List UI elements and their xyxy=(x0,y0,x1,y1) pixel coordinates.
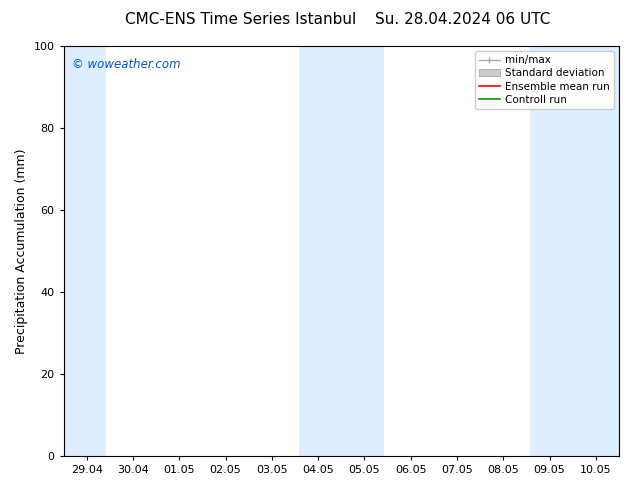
Bar xyxy=(530,46,619,456)
Bar xyxy=(63,46,106,456)
Y-axis label: Precipitation Accumulation (mm): Precipitation Accumulation (mm) xyxy=(15,148,28,354)
Text: Su. 28.04.2024 06 UTC: Su. 28.04.2024 06 UTC xyxy=(375,12,550,27)
Text: CMC-ENS Time Series Istanbul: CMC-ENS Time Series Istanbul xyxy=(126,12,356,27)
Bar xyxy=(299,46,384,456)
Legend: min/max, Standard deviation, Ensemble mean run, Controll run: min/max, Standard deviation, Ensemble me… xyxy=(475,51,614,109)
Text: © woweather.com: © woweather.com xyxy=(72,58,181,71)
